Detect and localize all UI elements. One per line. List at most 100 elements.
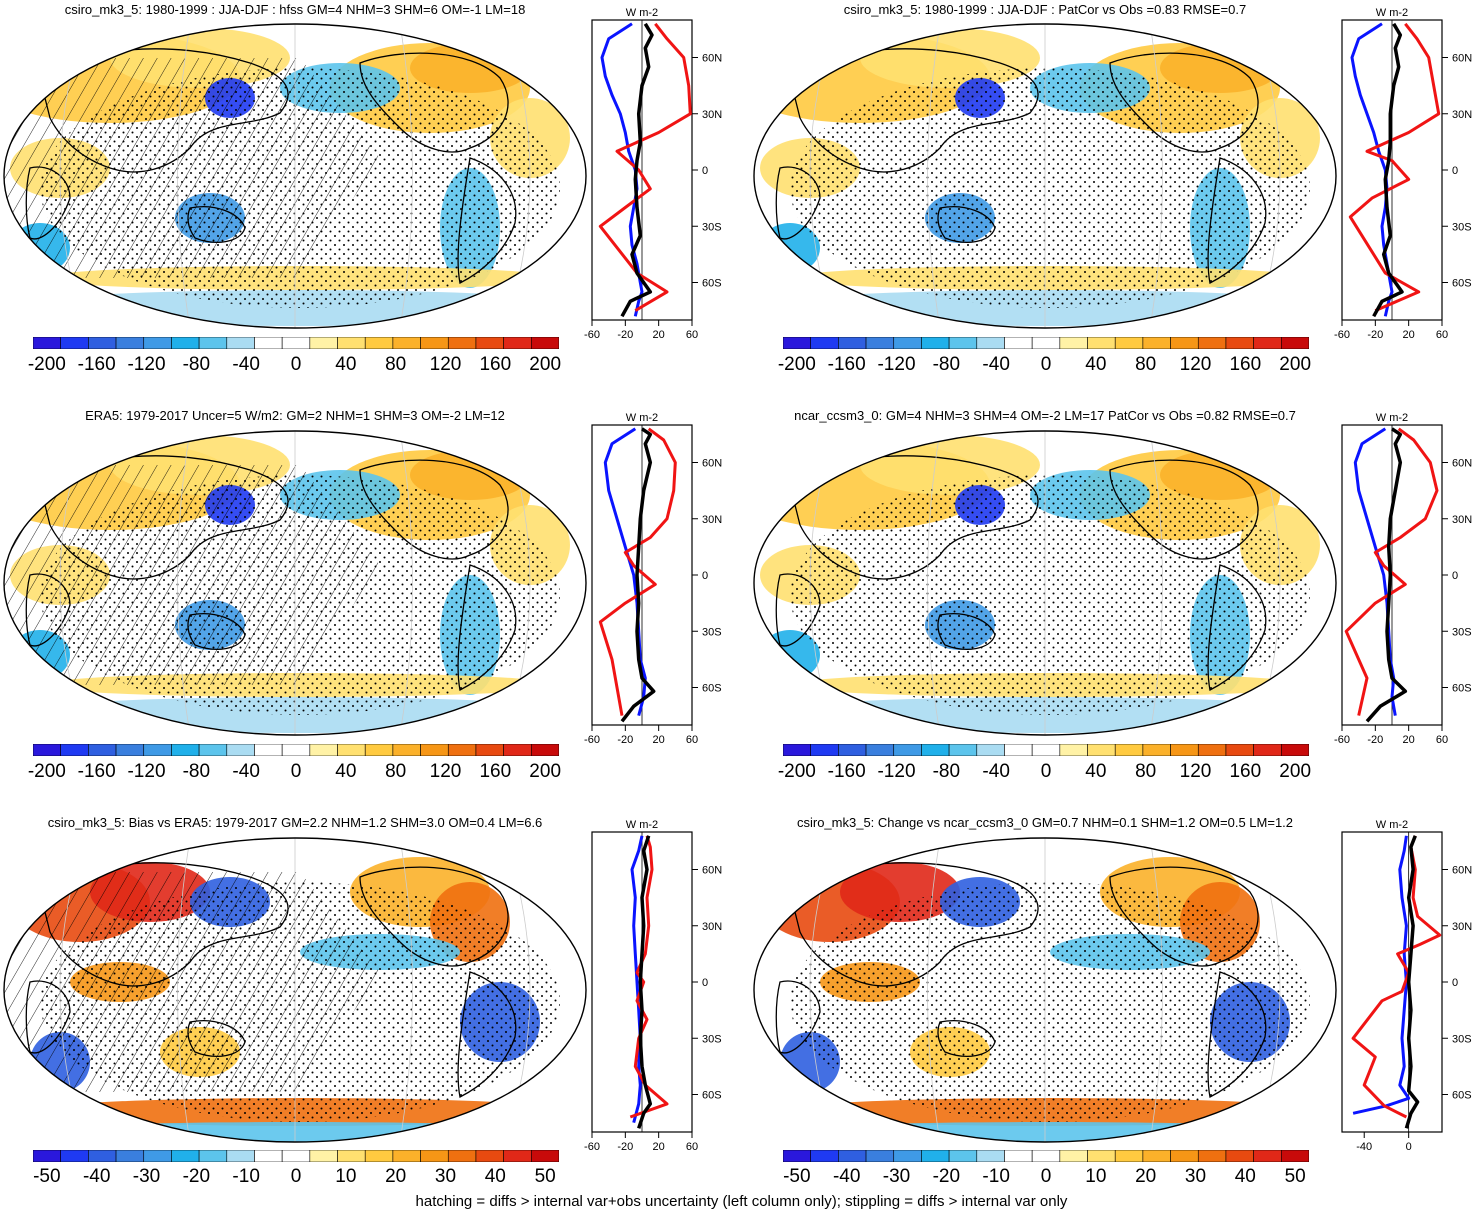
- colorbar-swatch: [33, 337, 61, 349]
- graticule-line: [927, 838, 941, 1142]
- colorbar-tick-label: 80: [385, 761, 407, 782]
- colorbar-tick-label: 80: [1135, 354, 1157, 375]
- colorbar-swatch: [921, 337, 950, 349]
- colorbar-swatch: [1253, 1150, 1282, 1162]
- field-region: [770, 1122, 1330, 1142]
- x-tick-label: -60: [584, 1141, 600, 1153]
- colorbar-swatch: [1004, 337, 1033, 349]
- y-tick-label: 0: [1452, 977, 1458, 989]
- colorbar-swatch: [392, 337, 421, 349]
- panel-title-top-right: csiro_mk3_5: 1980-1999 : JJA-DJF : PatCo…: [843, 2, 1247, 17]
- x-tick-label: 60: [1436, 734, 1448, 746]
- y-tick-label: 30S: [702, 1033, 722, 1045]
- colorbar-swatch: [198, 744, 228, 756]
- y-tick-label: 30S: [1452, 1033, 1472, 1045]
- colorbar-tick-label: 20: [385, 1166, 407, 1187]
- colorbar-tick-label: -160: [827, 761, 866, 782]
- profile-unit-label: W m-2: [626, 7, 658, 19]
- colorbar-tick-label: 0: [1040, 1166, 1052, 1187]
- colorbar-swatch: [503, 744, 532, 756]
- colorbar-tick-label: -200: [777, 354, 816, 375]
- x-tick-label: -60: [1334, 734, 1350, 746]
- colorbar-tick-label: 20: [1135, 1166, 1157, 1187]
- colorbar-tick-label: 160: [1229, 354, 1262, 375]
- x-tick-label: 20: [1403, 734, 1415, 746]
- colorbar-tick-label: -20: [182, 1166, 211, 1187]
- colorbar-swatch: [475, 744, 504, 756]
- zonal-profile-bottom-right: W m-2 60N 30N 0 30S 60S -40 0: [1341, 819, 1472, 1153]
- map-border: [3, 837, 587, 1143]
- colorbar-tick-label: -40: [982, 354, 1010, 375]
- colorbar-tick-label: -80: [932, 354, 961, 375]
- x-tick-label: -60: [584, 329, 600, 341]
- black-series-line: [620, 22, 654, 318]
- graticule-line: [399, 431, 413, 735]
- colorbar-swatch: [531, 1150, 559, 1162]
- blue-series-line: [630, 835, 644, 1123]
- colorbar-bottom-right: [783, 1150, 1309, 1162]
- black-series-line: [637, 835, 653, 1129]
- colorbar-swatch: [60, 1150, 89, 1162]
- y-tick-label: 30S: [1452, 626, 1472, 638]
- hatching-overlay: [4, 465, 380, 685]
- profile-unit-label: W m-2: [1376, 412, 1408, 424]
- colorbar-swatch: [281, 337, 311, 349]
- y-tick-label: 60S: [702, 278, 722, 290]
- colorbar-swatch: [447, 744, 477, 756]
- colorbar-swatch: [1142, 337, 1171, 349]
- y-tick-label: 30N: [702, 921, 722, 933]
- panel-title-mid-left: ERA5: 1979-2017 Uncer=5 W/m2: GM=2 NHM=1…: [85, 408, 505, 423]
- colorbar-tick-label: -200: [27, 761, 66, 782]
- colorbar-swatch: [976, 1150, 1005, 1162]
- colorbar-swatch: [171, 744, 200, 756]
- colorbar-tick-label: 200: [529, 761, 562, 782]
- map-border: [753, 430, 1337, 736]
- colorbar-swatch: [143, 337, 172, 349]
- y-tick-label: 60S: [1452, 1090, 1472, 1102]
- colorbar-swatch: [1114, 1150, 1144, 1162]
- colorbar-swatch: [921, 744, 950, 756]
- red-series-line: [598, 22, 692, 312]
- x-tick-label: -20: [617, 734, 633, 746]
- world-map-top-left: [3, 23, 587, 329]
- y-tick-label: 0: [1452, 570, 1458, 582]
- colorbar-tick-label: 0: [1040, 761, 1052, 782]
- colorbar-swatch: [1225, 337, 1254, 349]
- colorbar-swatch: [60, 337, 89, 349]
- colorbar-swatch: [948, 1150, 978, 1162]
- colorbar-tick-label: -200: [27, 354, 66, 375]
- colorbar-tick-label: 40: [1234, 1166, 1256, 1187]
- graticule-line: [927, 24, 941, 328]
- colorbar-tick-label: 10: [1085, 1166, 1107, 1187]
- colorbar-swatch: [364, 1150, 394, 1162]
- colorbar-tick-label: -160: [827, 354, 866, 375]
- y-tick-label: 60S: [1452, 683, 1472, 695]
- colorbar-tick-label: 80: [1135, 761, 1157, 782]
- y-tick-label: 30N: [1452, 514, 1472, 526]
- y-tick-label: 30N: [702, 514, 722, 526]
- field-region: [20, 1122, 580, 1142]
- colorbar-tick-label: -50: [33, 1166, 61, 1187]
- colorbar-tick-label: -80: [932, 761, 961, 782]
- colorbar-swatch: [1197, 1150, 1227, 1162]
- colorbar-tick-label: -50: [783, 1166, 811, 1187]
- x-tick-label: 60: [686, 329, 698, 341]
- y-tick-label: 60N: [702, 865, 722, 877]
- colorbar-labels-bottom-left: -50 -40 -30 -20 -10 0 10 20 30 40 50: [33, 1166, 559, 1192]
- colorbar-tick-label: 40: [335, 761, 357, 782]
- colorbar-swatch: [392, 1150, 421, 1162]
- colorbar-labels-mid-left: -200 -160 -120 -80 -40 0 40 80 120 160 200: [28, 761, 562, 787]
- colorbar-swatch: [1281, 744, 1309, 756]
- y-tick-label: 60S: [702, 683, 722, 695]
- colorbar-swatch: [337, 1150, 366, 1162]
- map-border: [3, 23, 587, 329]
- colorbar-swatch: [865, 744, 895, 756]
- colorbar-swatch: [281, 744, 311, 756]
- red-series-line: [1348, 22, 1441, 312]
- colorbar-tick-label: 40: [1085, 354, 1107, 375]
- colorbar-swatch: [1197, 744, 1227, 756]
- profile-unit-label: W m-2: [626, 819, 658, 831]
- x-tick-label: -40: [1356, 1141, 1372, 1153]
- colorbar-swatch: [171, 1150, 200, 1162]
- colorbar-tick-label: -40: [82, 1166, 111, 1187]
